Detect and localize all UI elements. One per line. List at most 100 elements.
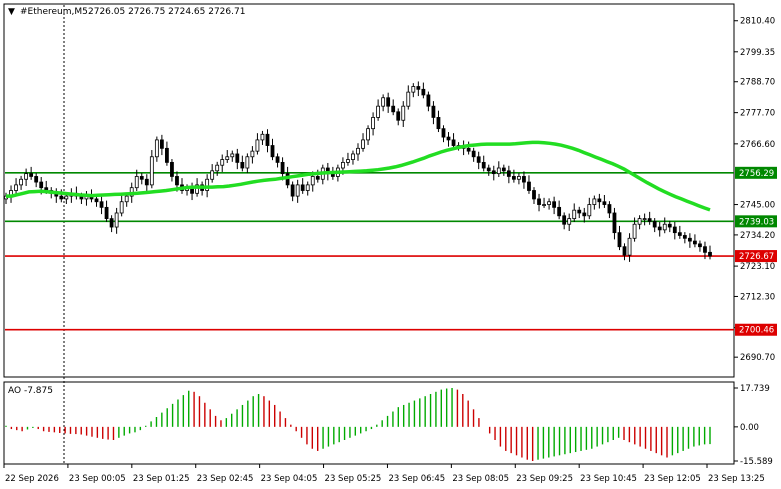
candle-body bbox=[602, 201, 607, 205]
level-tags: 2756.29 2739.03 2726.67 2700.46 bbox=[735, 166, 777, 336]
candle-body bbox=[64, 195, 69, 200]
candle-body bbox=[295, 184, 300, 197]
candle-body bbox=[587, 204, 592, 217]
candle-body bbox=[346, 159, 350, 163]
candle-body bbox=[300, 184, 305, 191]
candle-body bbox=[471, 150, 476, 158]
candle-body bbox=[662, 223, 667, 231]
ao-tick-label: 0.00 bbox=[740, 423, 759, 433]
ao-pane-frame bbox=[3, 381, 735, 465]
price-tick-label: 2712.30 bbox=[740, 292, 775, 302]
time-axis: 22 Sep 2026 23 Sep 00:05 23 Sep 01:25 23 Se… bbox=[3, 464, 765, 484]
ao-tick-label: -15.589 bbox=[740, 457, 773, 467]
time-tick-label: 23 Sep 06:45 bbox=[388, 474, 445, 484]
candle-body bbox=[114, 212, 119, 228]
candle-body bbox=[667, 223, 672, 228]
candle-body bbox=[260, 133, 265, 141]
price-tick-label: 2788.70 bbox=[740, 78, 775, 88]
candle-body bbox=[426, 94, 431, 107]
candle-body bbox=[703, 246, 707, 253]
candle-body bbox=[476, 156, 481, 163]
candle-body bbox=[59, 195, 64, 200]
time-tick-label: 23 Sep 08:05 bbox=[452, 474, 509, 484]
candle-body bbox=[506, 170, 511, 177]
candle-body bbox=[612, 212, 617, 234]
time-tick-label: 23 Sep 10:45 bbox=[580, 474, 637, 484]
time-tick-label: 23 Sep 13:25 bbox=[708, 474, 765, 484]
candle-body bbox=[396, 111, 401, 121]
candle-body bbox=[34, 176, 39, 183]
candle-body bbox=[144, 178, 149, 186]
candle-body bbox=[632, 223, 637, 239]
candle-body bbox=[592, 198, 597, 205]
main-pane-frame bbox=[3, 3, 735, 378]
header-arrow[interactable]: ▼ bbox=[8, 7, 15, 17]
candle-body bbox=[486, 167, 491, 172]
candle-body bbox=[577, 209, 582, 214]
candle-body bbox=[310, 176, 315, 186]
candle-body bbox=[351, 153, 355, 160]
candle-body bbox=[275, 156, 280, 163]
candle-body bbox=[501, 167, 506, 172]
candle-body bbox=[371, 117, 375, 130]
candle-body bbox=[381, 97, 386, 107]
level-tag-label: 2700.46 bbox=[739, 326, 774, 336]
candle-body bbox=[376, 105, 381, 118]
level-tag-label: 2739.03 bbox=[739, 217, 774, 227]
candle-body bbox=[29, 173, 34, 177]
candle-body bbox=[245, 156, 250, 169]
candle-body bbox=[134, 176, 139, 189]
candle-body bbox=[225, 156, 230, 160]
candle-body bbox=[517, 176, 521, 180]
ao-axis: 17.739 0.00 -15.589 bbox=[734, 384, 773, 467]
candle-body bbox=[698, 243, 702, 248]
price-tick-label: 2734.20 bbox=[740, 231, 775, 241]
candle-body bbox=[154, 139, 159, 158]
candle-body bbox=[99, 201, 104, 208]
candle-body bbox=[149, 156, 154, 186]
candle-body bbox=[386, 97, 391, 107]
candle-body bbox=[265, 133, 270, 146]
candle-body bbox=[657, 226, 662, 231]
candle-body bbox=[391, 105, 396, 113]
level-tag bbox=[735, 215, 777, 228]
candle-body bbox=[687, 237, 692, 242]
price-tick-label: 2690.70 bbox=[740, 353, 775, 363]
price-tick-label: 2745.00 bbox=[740, 201, 775, 211]
candle-body bbox=[522, 176, 526, 183]
price-tick-label: 2810.40 bbox=[740, 17, 775, 27]
price-tick-label: 2766.60 bbox=[740, 140, 775, 150]
candle-body bbox=[542, 204, 546, 206]
ao-histogram bbox=[5, 388, 711, 461]
time-tick-label: 23 Sep 02:45 bbox=[197, 474, 254, 484]
candle-body bbox=[280, 161, 285, 175]
candle-body bbox=[139, 176, 144, 180]
candle-body bbox=[159, 139, 164, 149]
candle-body bbox=[305, 184, 310, 191]
candle-body bbox=[607, 204, 612, 214]
candle-body bbox=[537, 198, 541, 205]
moving-average-line bbox=[6, 140, 711, 212]
candle-body bbox=[124, 195, 129, 203]
candle-body bbox=[642, 218, 647, 221]
candle-body bbox=[622, 246, 627, 256]
candle-body bbox=[582, 212, 587, 217]
candle-body bbox=[672, 226, 677, 234]
price-axis: 2810.40 2799.35 2788.70 2777.70 2766.60 2745.… bbox=[734, 17, 775, 363]
time-tick-label: 23 Sep 01:25 bbox=[133, 474, 190, 484]
candle-body bbox=[441, 128, 446, 138]
candle-body bbox=[315, 176, 320, 180]
candle-body bbox=[637, 218, 642, 225]
level-tag-label: 2756.29 bbox=[739, 169, 774, 179]
price-tick-label: 2777.70 bbox=[740, 109, 775, 119]
time-tick-label: 23 Sep 09:25 bbox=[516, 474, 573, 484]
candle-body bbox=[230, 153, 235, 158]
candle-body bbox=[552, 201, 557, 208]
candle-body bbox=[421, 88, 426, 96]
candle-body bbox=[240, 161, 245, 169]
candle-body bbox=[366, 128, 370, 141]
price-tick-label: 2723.10 bbox=[740, 262, 775, 272]
candle-body bbox=[290, 184, 295, 197]
candle-body bbox=[597, 198, 602, 203]
candle-body bbox=[481, 161, 486, 169]
